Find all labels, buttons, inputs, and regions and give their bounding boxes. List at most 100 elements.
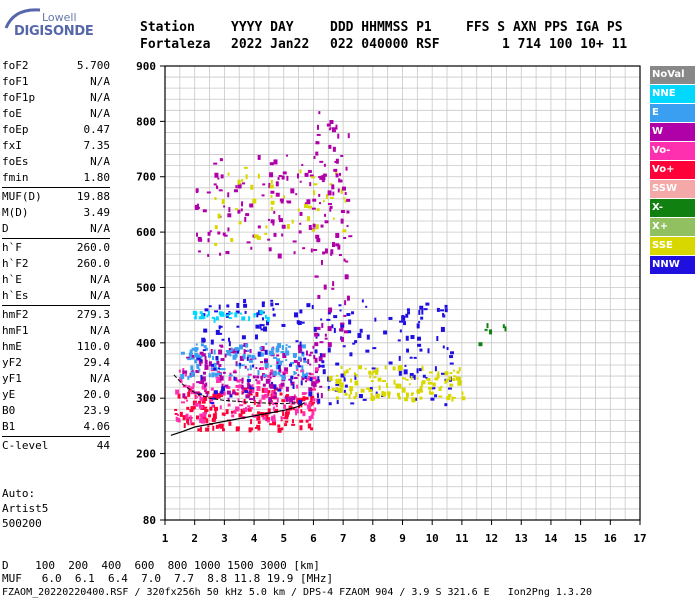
auto-program: Artist5 — [2, 502, 49, 515]
echo-point — [227, 172, 230, 176]
echo-point — [200, 359, 203, 363]
polarization-legend: NoVal NNE E W Vo- Vo+ SSW X- X+ SSE NNW — [650, 66, 695, 275]
echo-point — [401, 315, 406, 321]
echo-point — [273, 159, 278, 165]
echo-point — [190, 371, 195, 377]
echo-point — [219, 252, 222, 256]
echo-point — [326, 123, 331, 127]
echo-point — [341, 327, 344, 332]
echo-point — [174, 413, 178, 416]
echo-point — [207, 231, 211, 236]
echo-point — [198, 368, 201, 372]
echo-point — [397, 392, 401, 397]
echo-point — [303, 203, 308, 208]
echo-point — [304, 202, 307, 206]
echo-point — [399, 320, 404, 323]
echo-point — [327, 385, 330, 391]
x-tick-label: 6 — [310, 532, 317, 545]
echo-point — [235, 350, 238, 354]
echo-point — [187, 391, 191, 397]
echo-point — [343, 370, 346, 376]
echo-point — [316, 393, 319, 398]
echo-point — [279, 360, 284, 363]
param-row: foEs N/A — [2, 154, 110, 170]
echo-point — [277, 343, 282, 349]
param-label: yE — [2, 388, 16, 401]
echo-point — [427, 348, 430, 354]
echo-point — [235, 361, 238, 367]
echo-point — [200, 405, 204, 409]
echo-point — [319, 385, 323, 388]
echo-point — [329, 119, 334, 124]
echo-point — [273, 384, 277, 390]
echo-point — [269, 423, 273, 426]
param-row: h`E N/A — [2, 272, 110, 288]
echo-point — [210, 387, 214, 391]
echo-point — [252, 198, 257, 204]
echo-point — [204, 409, 209, 413]
legend-item-e: E — [650, 104, 695, 122]
echo-point — [397, 365, 402, 371]
echo-point — [313, 155, 316, 159]
echo-point — [354, 374, 357, 380]
echo-point — [284, 423, 288, 427]
echo-point — [284, 396, 288, 399]
autoscale-info: Auto: Artist5 500200 — [2, 486, 48, 531]
echo-point — [207, 238, 210, 243]
echo-point — [322, 251, 326, 255]
echo-point — [301, 321, 305, 324]
echo-point — [329, 183, 333, 186]
echo-point — [312, 345, 315, 349]
echo-point — [406, 348, 410, 353]
echo-point — [283, 379, 286, 382]
echo-point — [228, 374, 233, 377]
echo-point — [214, 409, 217, 415]
echo-point — [290, 380, 293, 384]
echo-point — [180, 373, 185, 379]
param-value: 44 — [96, 439, 110, 452]
param-row: yE 20.0 — [2, 387, 110, 403]
echo-point — [266, 374, 271, 378]
echo-point — [319, 341, 324, 344]
y-tick-label: 500 — [136, 281, 156, 294]
echo-point — [410, 375, 413, 380]
echo-point — [309, 409, 314, 412]
echo-point — [297, 344, 302, 350]
echo-point — [404, 364, 407, 367]
echo-point — [207, 253, 210, 257]
echo-point — [299, 341, 302, 347]
legend-item-vo: Vo+ — [650, 161, 695, 179]
echo-point — [346, 210, 350, 214]
param-value: N/A — [90, 155, 110, 168]
echo-point — [336, 400, 339, 405]
echo-point — [221, 391, 226, 396]
footer-muf-row: MUF 6.0 6.1 6.4 7.0 7.7 8.8 11.8 19.9 [M… — [2, 572, 334, 585]
echo-point — [431, 387, 436, 390]
echo-point — [215, 424, 219, 429]
echo-point — [241, 392, 244, 395]
echo-point — [254, 415, 258, 418]
echo-point — [213, 317, 216, 323]
echo-point — [478, 342, 483, 347]
param-label: yF1 — [2, 372, 22, 385]
param-row: C-level 44 — [2, 438, 110, 454]
param-label: h`Es — [2, 289, 29, 302]
echo-point — [199, 311, 203, 315]
echo-point — [307, 404, 312, 410]
echo-point — [304, 172, 309, 177]
echo-point — [251, 427, 254, 431]
echo-point — [300, 369, 305, 373]
param-value: 4.06 — [83, 420, 111, 433]
echo-point — [308, 354, 312, 357]
echo-point — [313, 354, 316, 359]
echo-point — [274, 408, 279, 413]
echo-point — [317, 398, 321, 404]
echo-point — [449, 355, 454, 359]
echo-point — [237, 179, 241, 185]
y-tick-label: 600 — [136, 226, 156, 239]
echo-point — [256, 424, 261, 428]
echo-point — [444, 371, 449, 376]
echo-point — [331, 324, 334, 329]
echo-point — [316, 133, 321, 136]
echo-point — [307, 423, 311, 429]
